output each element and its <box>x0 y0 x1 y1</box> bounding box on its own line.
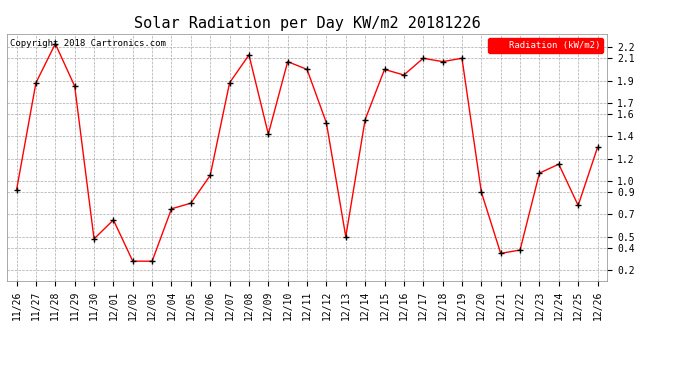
Text: Copyright 2018 Cartronics.com: Copyright 2018 Cartronics.com <box>10 39 166 48</box>
Title: Solar Radiation per Day KW/m2 20181226: Solar Radiation per Day KW/m2 20181226 <box>134 16 480 31</box>
Legend: Radiation (kW/m2): Radiation (kW/m2) <box>488 38 602 53</box>
